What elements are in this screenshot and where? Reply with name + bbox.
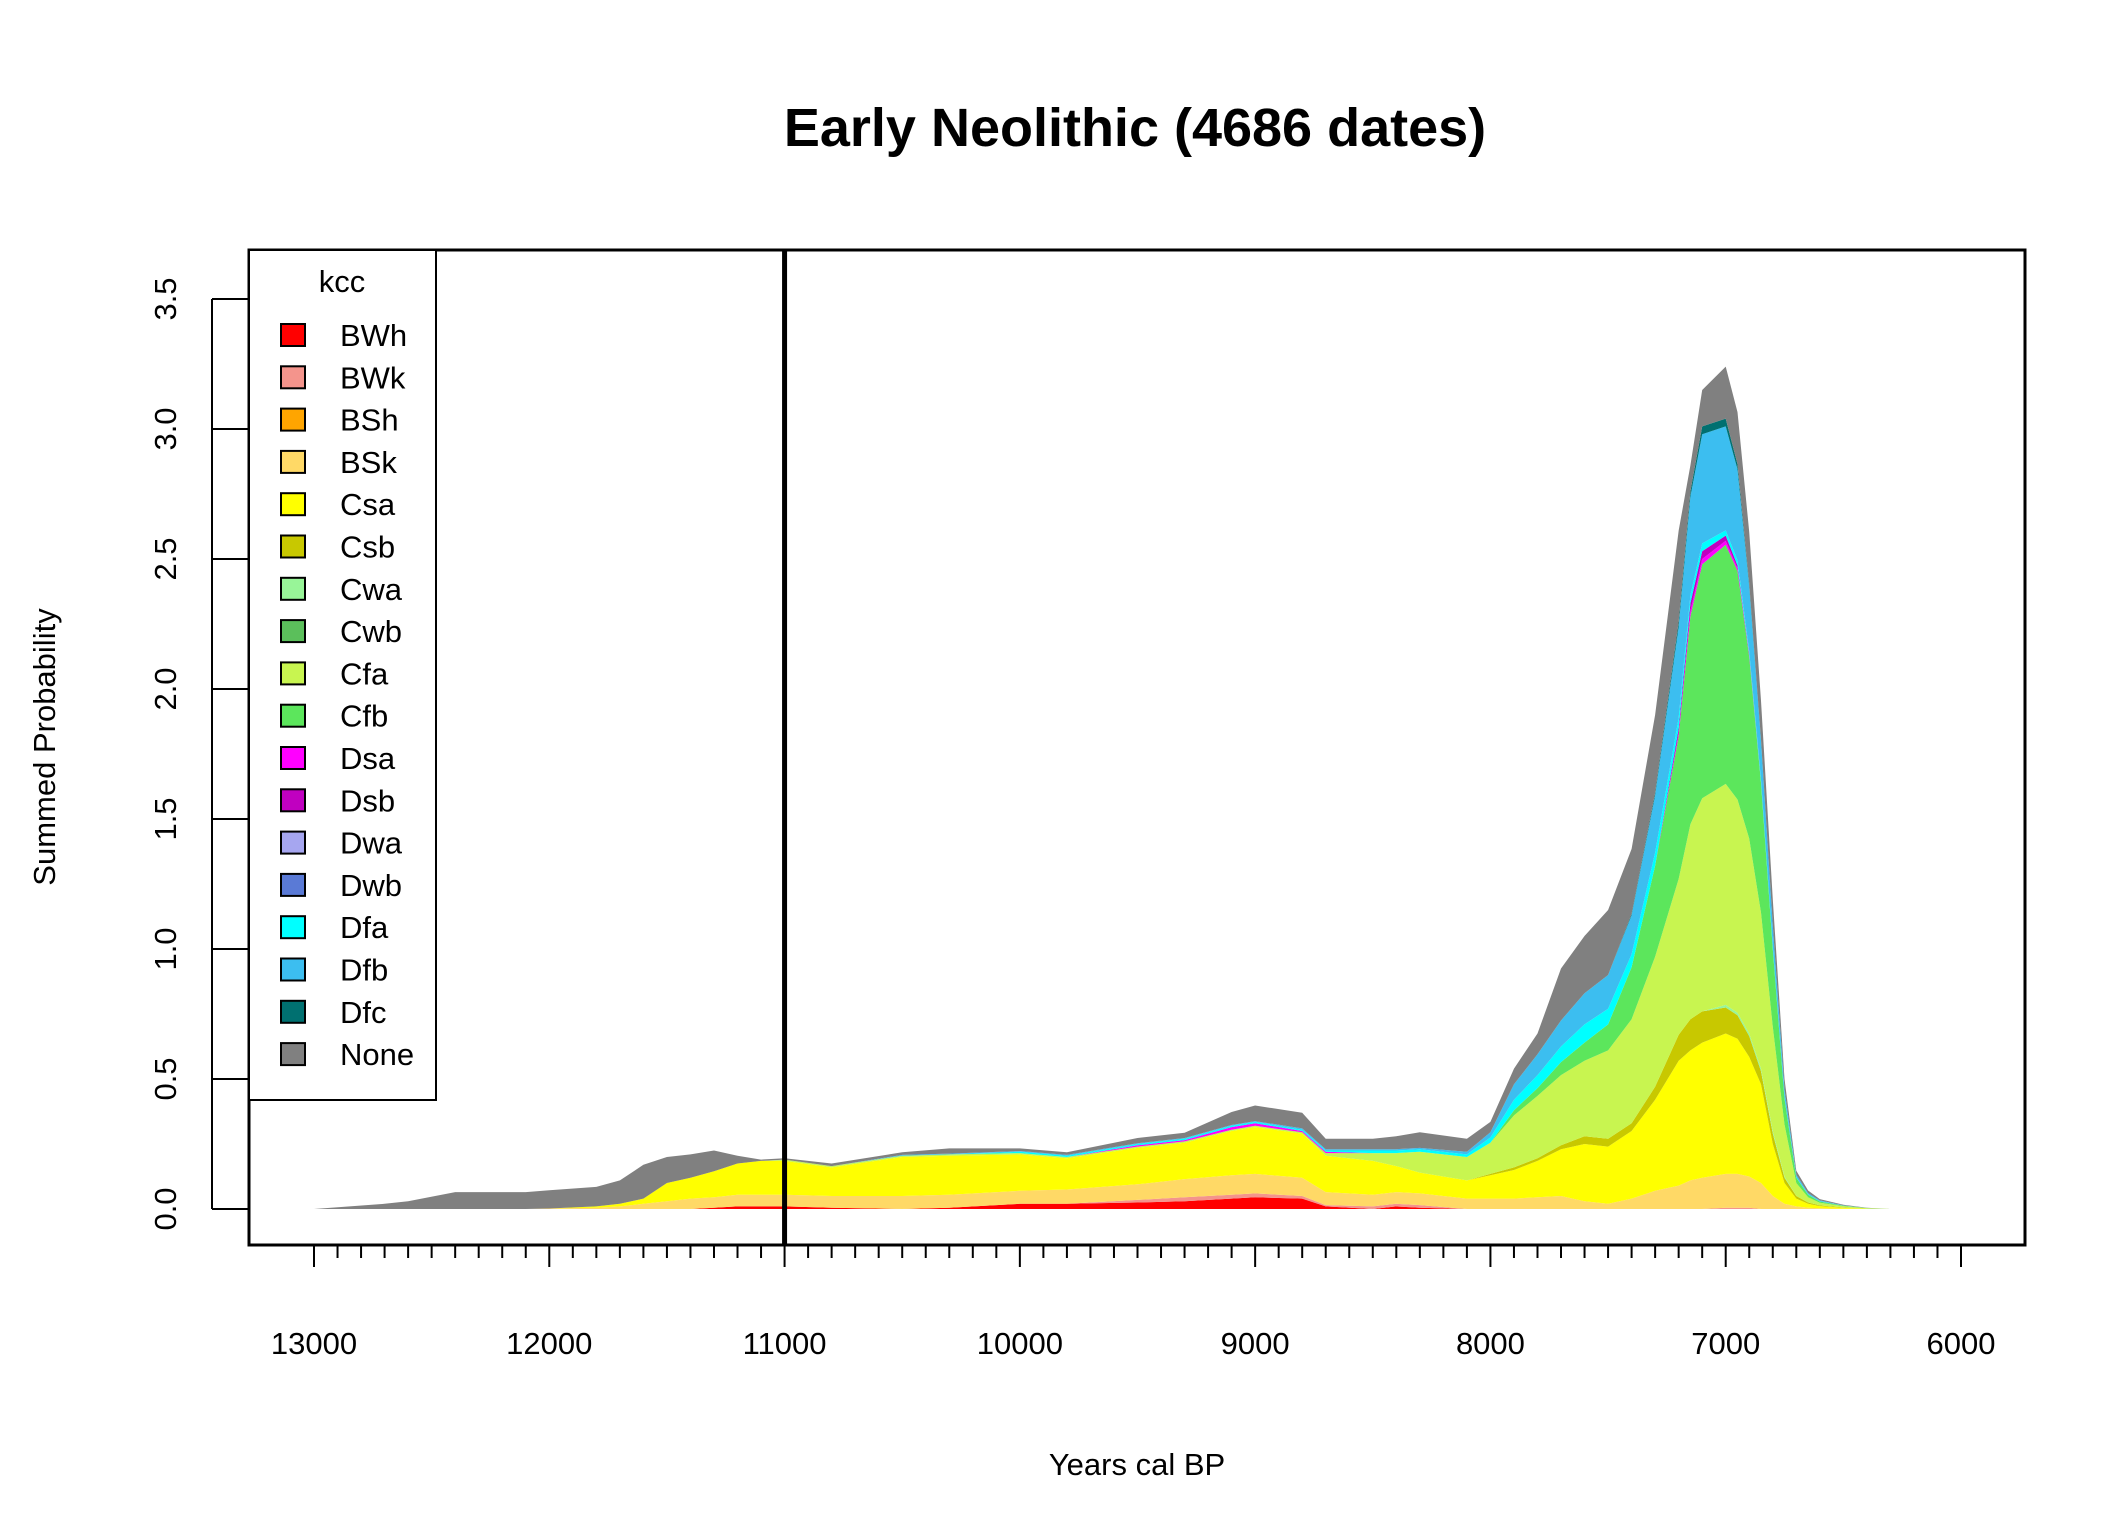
legend-swatch-dfa bbox=[280, 915, 306, 940]
legend-label-bwk: BWk bbox=[340, 360, 406, 395]
legend-label-dwa: Dwa bbox=[340, 826, 403, 861]
legend-label-bsh: BSh bbox=[340, 403, 399, 438]
legend-label-dfb: Dfb bbox=[340, 953, 388, 988]
legend-swatch-csb bbox=[280, 534, 306, 559]
legend-swatch-cfa bbox=[280, 661, 306, 686]
legend-label-none: None bbox=[340, 1037, 414, 1072]
x-axis-title: Years cal BP bbox=[1049, 1447, 1225, 1482]
area-series-bwk bbox=[314, 1193, 1961, 1209]
area-series-csa bbox=[314, 1033, 1961, 1209]
area-series-cfa bbox=[314, 783, 1961, 1209]
y-tick-label: 1.5 bbox=[148, 797, 183, 840]
y-tick-label: 2.5 bbox=[148, 537, 183, 580]
legend-title: kcc bbox=[319, 264, 366, 299]
x-tick-label: 6000 bbox=[1927, 1326, 1996, 1361]
x-tick-label: 13000 bbox=[271, 1326, 357, 1361]
legend-swatch-cwb bbox=[280, 619, 306, 644]
y-tick-label: 3.5 bbox=[148, 277, 183, 320]
y-axis-title: Summed Probability bbox=[27, 608, 62, 886]
area-series-bsk bbox=[314, 1173, 1961, 1209]
legend-swatch-dfb bbox=[280, 957, 306, 982]
legend-label-cwa: Cwa bbox=[340, 572, 403, 607]
x-tick-label: 12000 bbox=[506, 1326, 592, 1361]
legend-swatch-bsh bbox=[280, 407, 306, 432]
legend-label-dfc: Dfc bbox=[340, 995, 387, 1030]
x-tick-label: 11000 bbox=[743, 1326, 827, 1361]
legend-label-dfa: Dfa bbox=[340, 910, 389, 945]
x-tick-label: 10000 bbox=[977, 1326, 1063, 1361]
y-tick-label: 2.0 bbox=[148, 667, 183, 710]
legend-swatch-none bbox=[280, 1042, 306, 1067]
legend-label-cfb: Cfb bbox=[340, 699, 388, 734]
legend-label-dsb: Dsb bbox=[340, 783, 395, 818]
legend-swatch-bsk bbox=[280, 449, 306, 474]
area-series-layer bbox=[314, 366, 1961, 1210]
legend-swatch-dsa bbox=[280, 746, 306, 770]
legend: kcc BWh BWk BSh BSk Csa Csb Cwa Cwb Cfa Cfb Dsa Dsb… bbox=[248, 249, 437, 1101]
legend-swatch-bwk bbox=[280, 365, 306, 390]
legend-swatch-csa bbox=[280, 492, 306, 517]
area-series-bwh bbox=[314, 1197, 1961, 1209]
legend-label-bwh: BWh bbox=[340, 318, 407, 353]
y-tick-label: 0.0 bbox=[148, 1187, 183, 1230]
y-tick-label: 3.0 bbox=[148, 407, 183, 450]
legend-swatch-dwb bbox=[280, 872, 306, 897]
legend-label-csb: Csb bbox=[340, 530, 395, 565]
legend-swatch-cfb bbox=[280, 703, 306, 728]
y-tick-label: 1.0 bbox=[148, 927, 183, 970]
legend-label-dwb: Dwb bbox=[340, 868, 402, 903]
legend-swatch-bwh bbox=[280, 323, 306, 347]
legend-swatch-dsb bbox=[280, 788, 306, 813]
legend-label-cwb: Cwb bbox=[340, 614, 402, 649]
x-tick-label: 8000 bbox=[1456, 1326, 1525, 1361]
legend-label-cfa: Cfa bbox=[340, 656, 389, 691]
legend-swatch-cwa bbox=[280, 576, 306, 601]
x-tick-label: 9000 bbox=[1221, 1326, 1290, 1361]
y-tick-label: 0.5 bbox=[148, 1057, 183, 1100]
legend-swatch-dwa bbox=[280, 830, 306, 855]
axes-layer: 13000 12000 11000 10000 9000 8000 7000 6000 0.0 0… bbox=[148, 277, 1995, 1361]
legend-label-dsa: Dsa bbox=[340, 741, 396, 776]
legend-swatch-dfc bbox=[280, 999, 306, 1024]
chart-title: Early Neolithic (4686 dates) bbox=[784, 98, 1486, 158]
x-tick-label: 7000 bbox=[1691, 1326, 1760, 1361]
legend-label-csa: Csa bbox=[340, 487, 396, 522]
legend-label-bsk: BSk bbox=[340, 445, 397, 480]
